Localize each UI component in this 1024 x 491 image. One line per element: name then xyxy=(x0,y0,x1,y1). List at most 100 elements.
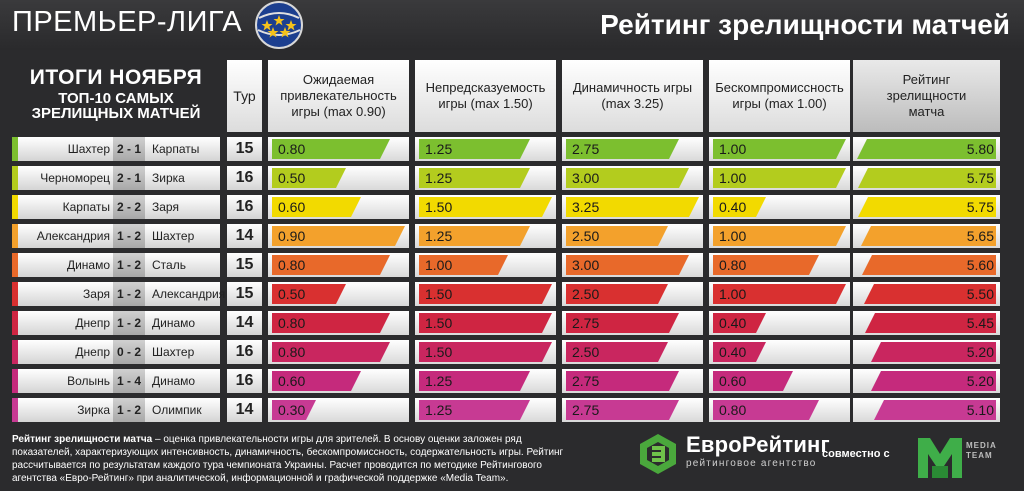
match-score: 1 - 2 xyxy=(113,311,145,335)
column-header-unpredictability: Непредсказуемость игры (max 1.50) xyxy=(415,60,556,132)
rating-value: 5.65 xyxy=(966,228,994,244)
away-team: Зирка xyxy=(152,171,185,185)
home-team: Заря xyxy=(83,287,110,301)
metric-unpredictability: 1.25 xyxy=(415,224,556,248)
match-score: 1 - 2 xyxy=(113,398,145,422)
away-team: Шахтер xyxy=(152,229,195,243)
metric-unpredictability: 1.00 xyxy=(415,253,556,277)
metric-value: 1.25 xyxy=(425,402,453,418)
rating-cell: 5.10 xyxy=(853,398,1000,422)
match-cell: Днепр 0 - 2 Шахтер xyxy=(12,340,220,364)
metric-bar xyxy=(566,342,668,362)
metric-bar xyxy=(713,284,846,304)
metric-bar xyxy=(713,255,819,275)
rating-bar xyxy=(871,342,996,362)
column-header-rating: Рейтинг зрелищности матча xyxy=(853,60,1000,132)
metric-bar xyxy=(419,313,552,333)
metric-unpredictability: 1.25 xyxy=(415,166,556,190)
metric-bar xyxy=(713,371,793,391)
rating-value: 5.75 xyxy=(966,170,994,186)
tour-number: 16 xyxy=(227,166,262,190)
metric-dynamics: 2.75 xyxy=(562,369,703,393)
away-team: Олимпик xyxy=(152,403,202,417)
metric-uncompromising: 0.40 xyxy=(709,195,850,219)
metric-bar xyxy=(713,342,766,362)
eurorating-logo-icon xyxy=(640,434,676,474)
match-cell: Черноморец 2 - 1 Зирка xyxy=(12,166,220,190)
metric-value: 1.25 xyxy=(425,228,453,244)
rating-cell: 5.20 xyxy=(853,340,1000,364)
metric-bar xyxy=(419,284,552,304)
metric-unpredictability: 1.25 xyxy=(415,398,556,422)
rating-value: 5.50 xyxy=(966,286,994,302)
home-team: Шахтер xyxy=(67,142,110,156)
tour-number: 15 xyxy=(227,137,262,161)
metric-value: 0.80 xyxy=(278,257,306,273)
metric-bar xyxy=(713,226,846,246)
metric-bar xyxy=(419,371,530,391)
metric-value: 1.25 xyxy=(425,373,453,389)
rating-cell: 5.20 xyxy=(853,369,1000,393)
metric-bar xyxy=(713,313,766,333)
metric-dynamics: 3.25 xyxy=(562,195,703,219)
league-title: ПРЕМЬЕР-ЛИГА xyxy=(12,6,243,38)
match-cell: Заря 1 - 2 Александрия xyxy=(12,282,225,306)
column-header-expected: Ожидаемая привлекательность игры (max 0.… xyxy=(268,60,409,132)
metric-dynamics: 2.75 xyxy=(562,137,703,161)
metric-value: 2.50 xyxy=(572,286,600,302)
metric-dynamics: 2.75 xyxy=(562,398,703,422)
rating-value: 5.75 xyxy=(966,199,994,215)
metric-uncompromising: 0.60 xyxy=(709,369,850,393)
footnote: Рейтинг зрелищности матча – оценка привл… xyxy=(12,433,582,485)
table-row: Карпаты 2 - 2 Заря 16 0.60 1.50 3.25 0.40 5.75 xyxy=(0,195,1024,219)
media-team-logo-icon xyxy=(918,438,962,478)
eurorating-subtitle: рейтинговое агентство xyxy=(686,458,817,469)
metric-bar xyxy=(419,139,530,159)
metric-value: 0.50 xyxy=(278,170,306,186)
metric-bar xyxy=(566,139,679,159)
match-score: 2 - 1 xyxy=(113,137,145,161)
metric-value: 0.90 xyxy=(278,228,306,244)
row-color-strip xyxy=(12,282,18,306)
metric-value: 1.00 xyxy=(719,228,747,244)
metric-bar xyxy=(419,400,530,420)
metric-uncompromising: 0.80 xyxy=(709,253,850,277)
rating-bar xyxy=(874,400,996,420)
summary-line-2: ТОП-10 САМЫХ xyxy=(58,90,174,107)
home-team: Днепр xyxy=(75,345,110,359)
media-team-line-1: MEDIA xyxy=(966,441,997,450)
match-score: 1 - 2 xyxy=(113,253,145,277)
media-team-name: MEDIA TEAM xyxy=(966,441,997,461)
home-team: Александрия xyxy=(36,229,110,243)
rating-value: 5.10 xyxy=(966,402,994,418)
metric-bar xyxy=(419,168,530,188)
metric-value: 0.30 xyxy=(278,402,306,418)
metric-dynamics: 3.00 xyxy=(562,166,703,190)
metric-value: 0.40 xyxy=(719,199,747,215)
metric-value: 1.25 xyxy=(425,141,453,157)
metric-unpredictability: 1.50 xyxy=(415,340,556,364)
metric-bar xyxy=(713,400,819,420)
tour-number: 16 xyxy=(227,369,262,393)
rating-bar xyxy=(871,371,996,391)
rating-value: 5.20 xyxy=(966,373,994,389)
metric-bar xyxy=(272,197,361,217)
metric-value: 0.80 xyxy=(719,402,747,418)
metric-expected: 0.80 xyxy=(268,311,409,335)
row-color-strip xyxy=(12,311,18,335)
match-score: 1 - 2 xyxy=(113,224,145,248)
metric-bar xyxy=(419,255,508,275)
metric-bar xyxy=(713,168,846,188)
match-cell: Зирка 1 - 2 Олимпик xyxy=(12,398,220,422)
home-team: Черноморец xyxy=(40,171,110,185)
home-team: Днепр xyxy=(75,316,110,330)
column-header-tour: Тур xyxy=(227,60,262,132)
metric-uncompromising: 0.80 xyxy=(709,398,850,422)
metric-expected: 0.90 xyxy=(268,224,409,248)
row-color-strip xyxy=(12,137,18,161)
match-score: 2 - 2 xyxy=(113,195,145,219)
metric-bar xyxy=(419,226,530,246)
row-color-strip xyxy=(12,195,18,219)
metric-value: 0.80 xyxy=(278,141,306,157)
rating-bar xyxy=(857,139,996,159)
